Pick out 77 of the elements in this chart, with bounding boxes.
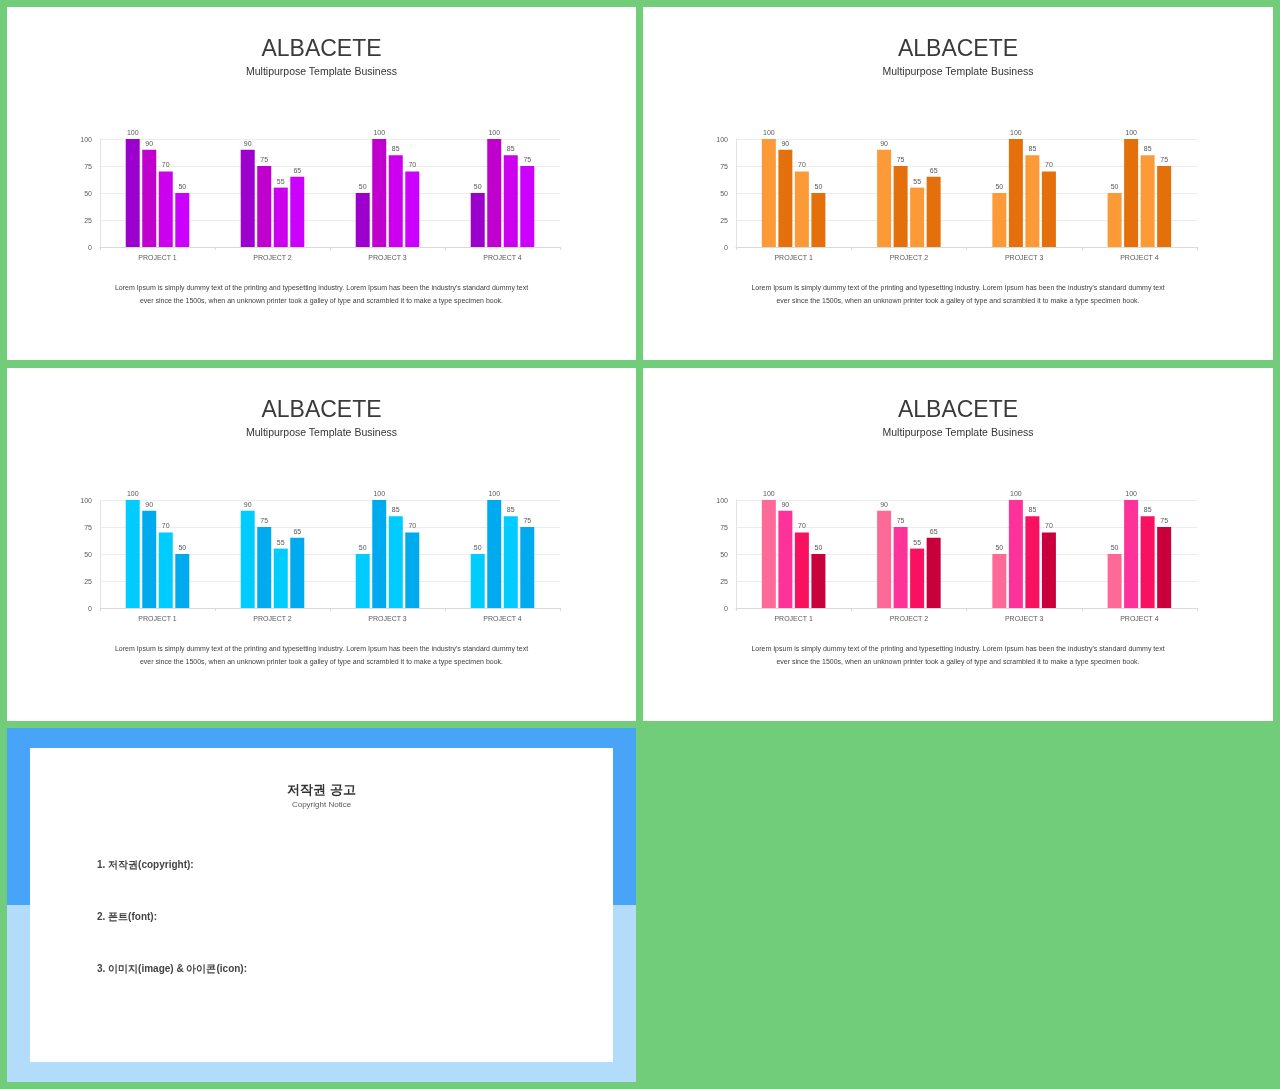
chart-title: ALBACETE <box>897 34 1019 61</box>
bar <box>355 554 370 608</box>
bar <box>388 516 403 608</box>
bar <box>1107 554 1122 608</box>
bar <box>1008 500 1023 608</box>
text: 1. 저작권(copyright): <box>97 858 194 870</box>
bar <box>503 516 518 608</box>
bar <box>125 500 140 608</box>
bar <box>290 537 305 608</box>
bar <box>405 532 420 608</box>
bar <box>1140 155 1155 247</box>
bar <box>142 510 157 608</box>
chart-subtitle: Multipurpose Template Business <box>882 425 1034 438</box>
bar <box>1157 527 1172 608</box>
bar <box>290 176 305 247</box>
bar <box>372 139 387 247</box>
bar <box>1008 139 1023 247</box>
text: 3. 이미지(image) & 아이콘(icon): <box>97 962 248 974</box>
bar <box>273 548 288 608</box>
bar <box>992 193 1007 247</box>
bar <box>158 532 173 608</box>
bar <box>520 166 535 247</box>
bar <box>926 176 941 247</box>
bar <box>372 500 387 608</box>
bar <box>877 510 892 608</box>
bar <box>926 537 941 608</box>
chart-title: ALBACETE <box>261 34 382 61</box>
bar <box>142 149 157 247</box>
bar <box>1140 516 1155 608</box>
text: 2. 폰트(font): <box>97 910 157 922</box>
chart-subtitle: Multipurpose Template Business <box>246 425 397 438</box>
bar <box>158 171 173 247</box>
bar <box>893 166 908 247</box>
chart-subtitle: Multipurpose Template Business <box>882 64 1034 77</box>
chart-title: ALBACETE <box>261 395 382 422</box>
bar <box>503 155 518 247</box>
bar <box>811 554 826 608</box>
bar <box>125 139 140 247</box>
bar <box>910 187 925 247</box>
bar <box>1025 516 1040 608</box>
bar <box>273 187 288 247</box>
bar <box>1025 155 1040 247</box>
bar <box>470 193 485 247</box>
bar <box>761 139 776 247</box>
bar <box>257 166 272 247</box>
bar <box>355 193 370 247</box>
bar <box>910 548 925 608</box>
chart-title: ALBACETE <box>897 395 1019 422</box>
bar <box>405 171 420 247</box>
bar <box>778 149 793 247</box>
bar <box>1124 500 1139 608</box>
bar <box>1041 532 1056 608</box>
bar <box>1041 171 1056 247</box>
bar <box>175 554 190 608</box>
bar <box>175 193 190 247</box>
bar <box>520 527 535 608</box>
bar <box>893 527 908 608</box>
bar <box>240 149 255 247</box>
bar <box>794 532 809 608</box>
bar <box>811 193 826 247</box>
bar <box>778 510 793 608</box>
text: 저작권 공고 <box>287 782 356 797</box>
bar <box>388 155 403 247</box>
bar <box>487 139 502 247</box>
bar <box>257 527 272 608</box>
bar <box>1157 166 1172 247</box>
bar <box>240 510 255 608</box>
bar <box>470 554 485 608</box>
text: Copyright Notice <box>291 799 352 809</box>
bar <box>761 500 776 608</box>
bar <box>794 171 809 247</box>
chart-subtitle: Multipurpose Template Business <box>246 64 397 77</box>
bar <box>487 500 502 608</box>
bar <box>992 554 1007 608</box>
bar <box>1124 139 1139 247</box>
bar <box>877 149 892 247</box>
bar <box>1107 193 1122 247</box>
